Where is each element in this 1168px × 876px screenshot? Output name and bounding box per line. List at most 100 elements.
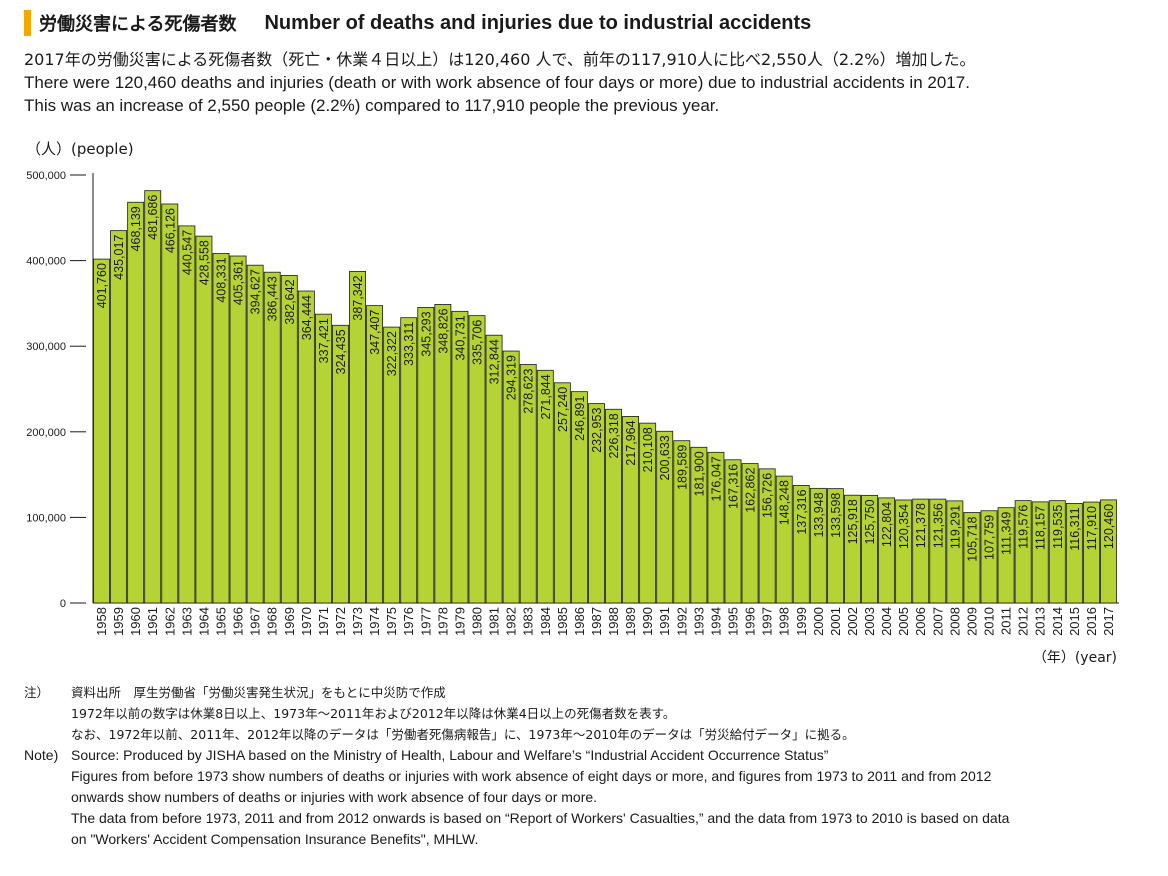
bar-value-label: 181,900 xyxy=(692,451,706,496)
bar xyxy=(844,494,861,604)
bar xyxy=(861,494,878,604)
bar-value-label: 337,421 xyxy=(317,318,331,363)
bar-value-label: 120,460 xyxy=(1102,504,1116,549)
note-jp-label: 注） xyxy=(24,685,50,700)
x-tick-label: 1962 xyxy=(162,607,177,636)
bar xyxy=(536,369,554,604)
bar-value-label: 125,918 xyxy=(846,499,860,544)
bar-value-label: 481,686 xyxy=(146,195,160,240)
x-tick-label: 2013 xyxy=(1033,607,1048,636)
bar-value-label: 167,316 xyxy=(727,464,741,509)
x-tick-label: 1993 xyxy=(691,607,706,636)
x-tick-label: 1960 xyxy=(128,607,143,636)
bar-value-label: 120,354 xyxy=(897,504,911,549)
bar-value-label: 347,407 xyxy=(368,310,382,355)
note-en-line4: The data from before 1973, 2011 and from… xyxy=(71,810,1010,826)
bar xyxy=(929,498,947,604)
x-tick-label: 1968 xyxy=(265,607,280,636)
bar-value-label: 405,361 xyxy=(232,260,246,305)
bar xyxy=(485,334,503,604)
x-tick-label: 2001 xyxy=(828,607,843,636)
bar-value-label: 257,240 xyxy=(556,387,570,432)
bar xyxy=(741,463,759,604)
bar-value-label: 345,293 xyxy=(419,311,433,356)
x-tick-label: 2008 xyxy=(947,607,962,636)
x-tick-label: 1982 xyxy=(504,607,519,636)
bar-value-label: 210,108 xyxy=(641,427,655,472)
x-tick-label: 2009 xyxy=(964,607,979,636)
bar-value-label: 105,718 xyxy=(965,516,979,561)
bar xyxy=(809,487,827,604)
x-tick-label: 1967 xyxy=(248,607,263,636)
x-tick-label: 1970 xyxy=(299,607,314,636)
bar xyxy=(588,403,605,604)
y-tick-label: 0 xyxy=(60,598,66,610)
bar xyxy=(1048,500,1066,604)
x-tick-label: 1984 xyxy=(538,607,553,636)
bar-value-label: 348,826 xyxy=(436,308,450,353)
x-tick-label: 2016 xyxy=(1084,607,1099,636)
bar xyxy=(553,382,571,604)
bar-value-label: 148,248 xyxy=(778,480,792,525)
bar xyxy=(212,253,230,604)
summary-en-line2: This was an increase of 2,550 people (2.… xyxy=(24,96,720,115)
page-title-jp: 労働災害による死傷者数 xyxy=(39,14,237,35)
bar-value-label: 468,139 xyxy=(129,206,143,251)
x-tick-label: 1961 xyxy=(145,607,160,636)
accent-bar xyxy=(24,10,31,36)
bar-value-label: 382,642 xyxy=(283,279,297,324)
bar-value-label: 428,558 xyxy=(197,240,211,285)
bar xyxy=(434,304,452,604)
x-tick-label: 1983 xyxy=(521,607,536,636)
summary-jp: 2017年の労働災害による死傷者数（死亡・休業４日以上）は120,460 人で、… xyxy=(24,50,976,69)
bar-value-label: 246,891 xyxy=(573,396,587,441)
bar xyxy=(656,430,674,604)
x-tick-label: 1991 xyxy=(657,607,672,636)
bar xyxy=(673,440,691,604)
x-tick-label: 1990 xyxy=(640,607,655,636)
x-tick-label: 1999 xyxy=(794,607,809,636)
bar xyxy=(724,459,742,604)
bar-value-label: 312,844 xyxy=(488,339,502,384)
x-tick-label: 2015 xyxy=(1067,607,1082,636)
bar-value-label: 333,311 xyxy=(402,322,416,366)
x-tick-label: 1965 xyxy=(214,607,229,636)
note-en-line5: on "Workers' Accident Compensation Insur… xyxy=(71,831,479,847)
x-tick-label: 1997 xyxy=(760,607,775,636)
bar-value-label: 111,349 xyxy=(1000,512,1014,555)
bar xyxy=(1031,501,1049,604)
note-en-label: Note) xyxy=(24,747,59,763)
bar-value-label: 176,047 xyxy=(709,456,723,501)
x-tick-label: 1989 xyxy=(623,607,638,636)
bar xyxy=(826,488,844,604)
bar-chart: （人）(people) 0 100,000 200,000 300,000 400,000… xyxy=(26,140,1119,666)
bar-value-label: 133,598 xyxy=(829,493,843,538)
bar xyxy=(570,391,588,604)
bar-value-label: 119,535 xyxy=(1051,505,1065,549)
x-tick-label: 1977 xyxy=(418,607,433,636)
bar-value-label: 189,589 xyxy=(675,445,689,490)
bar-value-label: 117,910 xyxy=(1085,506,1099,550)
bar xyxy=(622,416,640,604)
bar xyxy=(997,507,1015,604)
note-en-line3: onwards show numbers of deaths or injuri… xyxy=(71,789,598,805)
bar-value-label: 387,342 xyxy=(351,275,365,320)
bar xyxy=(775,475,793,604)
bar xyxy=(707,451,725,604)
bar xyxy=(605,408,622,604)
x-tick-label: 1996 xyxy=(743,607,758,636)
bar-value-label: 335,706 xyxy=(471,320,485,365)
bar xyxy=(127,201,145,604)
bar-value-label: 119,291 xyxy=(948,505,962,549)
bar xyxy=(878,497,896,604)
x-tick-label: 1974 xyxy=(367,607,382,636)
notes: 注） 資料出所 厚生労働省「労働災害発生状況」をもとに中災防で作成 1972年以前… xyxy=(24,682,1144,850)
x-tick-label: 1978 xyxy=(435,607,450,636)
bar xyxy=(946,500,964,604)
bar-value-label: 340,731 xyxy=(453,315,467,360)
x-tick-label: 1987 xyxy=(589,607,604,636)
bar xyxy=(400,317,418,604)
summary: 2017年の労働災害による死傷者数（死亡・休業４日以上）は120,460 人で、… xyxy=(24,48,1134,117)
bar-value-label: 440,547 xyxy=(180,230,194,275)
bar xyxy=(417,307,435,604)
